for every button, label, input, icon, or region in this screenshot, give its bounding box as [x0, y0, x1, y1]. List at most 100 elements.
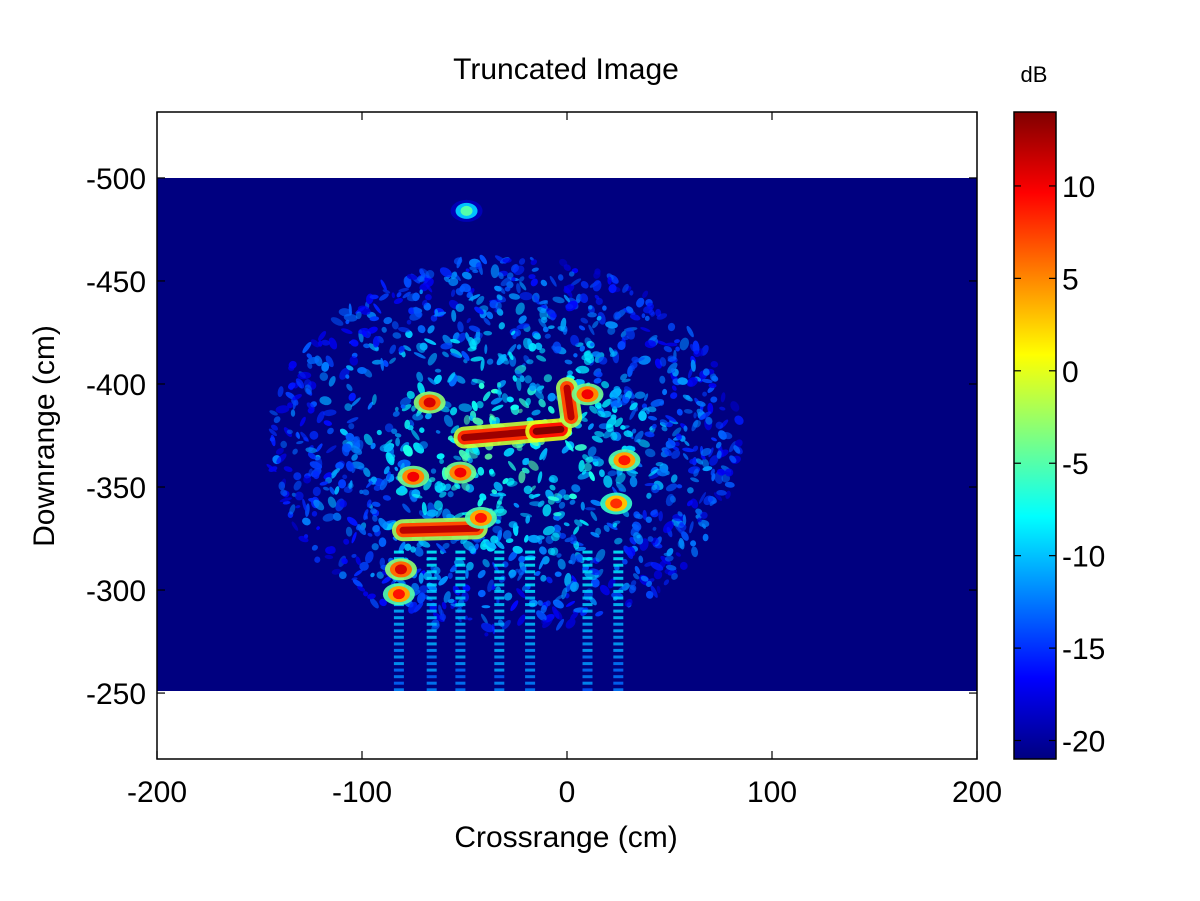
speckle-mark: [297, 371, 312, 380]
speckle-mark: [363, 433, 373, 446]
speckle-mark: [592, 320, 599, 329]
x-tick-label: 100: [747, 776, 797, 809]
speckle-mark: [590, 342, 595, 347]
speckle-mark: [702, 533, 709, 542]
streak-mark: [426, 681, 437, 685]
speckle-mark: [349, 355, 359, 366]
speckle-mark: [677, 511, 683, 517]
streak-mark: [525, 603, 536, 607]
speckle-mark: [456, 256, 462, 269]
speckle-mark: [556, 553, 562, 558]
speckle-mark: [383, 466, 390, 475]
speckle-mark: [634, 565, 641, 575]
speckle-mark: [417, 276, 425, 283]
speckle-mark: [646, 492, 652, 499]
speckle-mark: [693, 350, 701, 358]
x-tick-label: -100: [332, 776, 392, 809]
streak-mark: [525, 589, 536, 593]
speckle-mark: [462, 540, 475, 552]
speckle-mark: [502, 530, 512, 540]
speckle-mark: [671, 572, 678, 580]
speckle-mark: [533, 332, 540, 339]
speckle-mark: [588, 568, 601, 576]
speckle-mark: [359, 489, 364, 494]
speckle-mark: [590, 511, 598, 522]
colorbar-tick-label: -10: [1062, 541, 1105, 574]
speckle-mark: [519, 291, 533, 301]
speckle-mark: [665, 493, 675, 507]
speckle-mark: [486, 311, 494, 320]
speckle-mark: [595, 610, 604, 617]
speckle-mark: [651, 484, 658, 491]
speckle-mark: [421, 502, 427, 516]
streak-mark: [455, 648, 466, 652]
streak-mark: [455, 570, 466, 574]
speckle-mark: [674, 339, 680, 344]
speckle-mark: [457, 321, 464, 333]
speckle-mark: [491, 489, 498, 495]
speckle-mark: [522, 458, 530, 466]
speckle-mark: [343, 538, 350, 545]
speckle-mark: [591, 351, 601, 358]
speckle-mark: [452, 512, 465, 520]
speckle-mark: [465, 332, 471, 343]
speckle-mark: [636, 439, 641, 443]
speckle-mark: [497, 387, 502, 398]
streak-mark: [613, 570, 624, 574]
speckle-mark: [344, 403, 353, 411]
speckle-mark: [638, 411, 647, 421]
speckle-mark: [644, 315, 650, 321]
streak-mark: [582, 603, 593, 607]
speckle-mark: [664, 555, 674, 562]
speckle-mark: [605, 321, 618, 329]
speckle-mark: [468, 325, 481, 333]
speckle-mark: [471, 400, 478, 412]
speckle-mark: [461, 481, 470, 491]
speckle-mark: [538, 557, 545, 570]
speckle-mark: [629, 402, 638, 411]
speckle-mark: [508, 550, 518, 562]
speckle-mark: [419, 289, 423, 295]
speckle-mark: [331, 469, 338, 479]
speckle-mark: [708, 447, 714, 458]
speckle-mark: [552, 296, 565, 304]
streak-mark: [525, 616, 536, 620]
streak-mark: [426, 596, 437, 600]
speckle-mark: [321, 339, 330, 346]
streak-mark: [494, 622, 505, 626]
scatterer-core: [581, 389, 594, 400]
speckle-mark: [554, 571, 562, 577]
speckle-mark: [406, 293, 421, 302]
speckle-mark: [408, 419, 415, 427]
speckle-mark: [542, 326, 549, 333]
speckle-mark: [413, 352, 426, 359]
speckle-mark: [384, 423, 394, 433]
scatterer-core: [610, 498, 623, 509]
speckle-mark: [364, 551, 374, 564]
streak-mark: [582, 635, 593, 639]
speckle-mark: [443, 591, 451, 603]
speckle-mark: [466, 292, 472, 298]
speckle-mark: [650, 509, 658, 516]
speckle-mark: [376, 571, 384, 579]
speckle-mark: [552, 341, 562, 354]
speckle-mark: [273, 416, 281, 424]
streak-mark: [525, 596, 536, 600]
speckle-mark: [430, 314, 438, 322]
speckle-mark: [455, 288, 464, 296]
speckle-mark: [493, 481, 503, 492]
speckle-mark: [314, 556, 321, 563]
speckle-mark: [569, 493, 577, 500]
speckle-mark: [450, 338, 461, 344]
speckle-mark: [711, 437, 717, 442]
speckle-mark: [574, 444, 587, 451]
speckle-mark: [590, 578, 600, 588]
speckle-mark: [518, 276, 525, 282]
speckle-mark: [416, 371, 424, 383]
speckle-mark: [521, 467, 530, 474]
speckle-mark: [715, 421, 724, 430]
speckle-mark: [602, 305, 607, 311]
speckle-mark: [587, 423, 594, 430]
speckle-mark: [489, 470, 496, 477]
